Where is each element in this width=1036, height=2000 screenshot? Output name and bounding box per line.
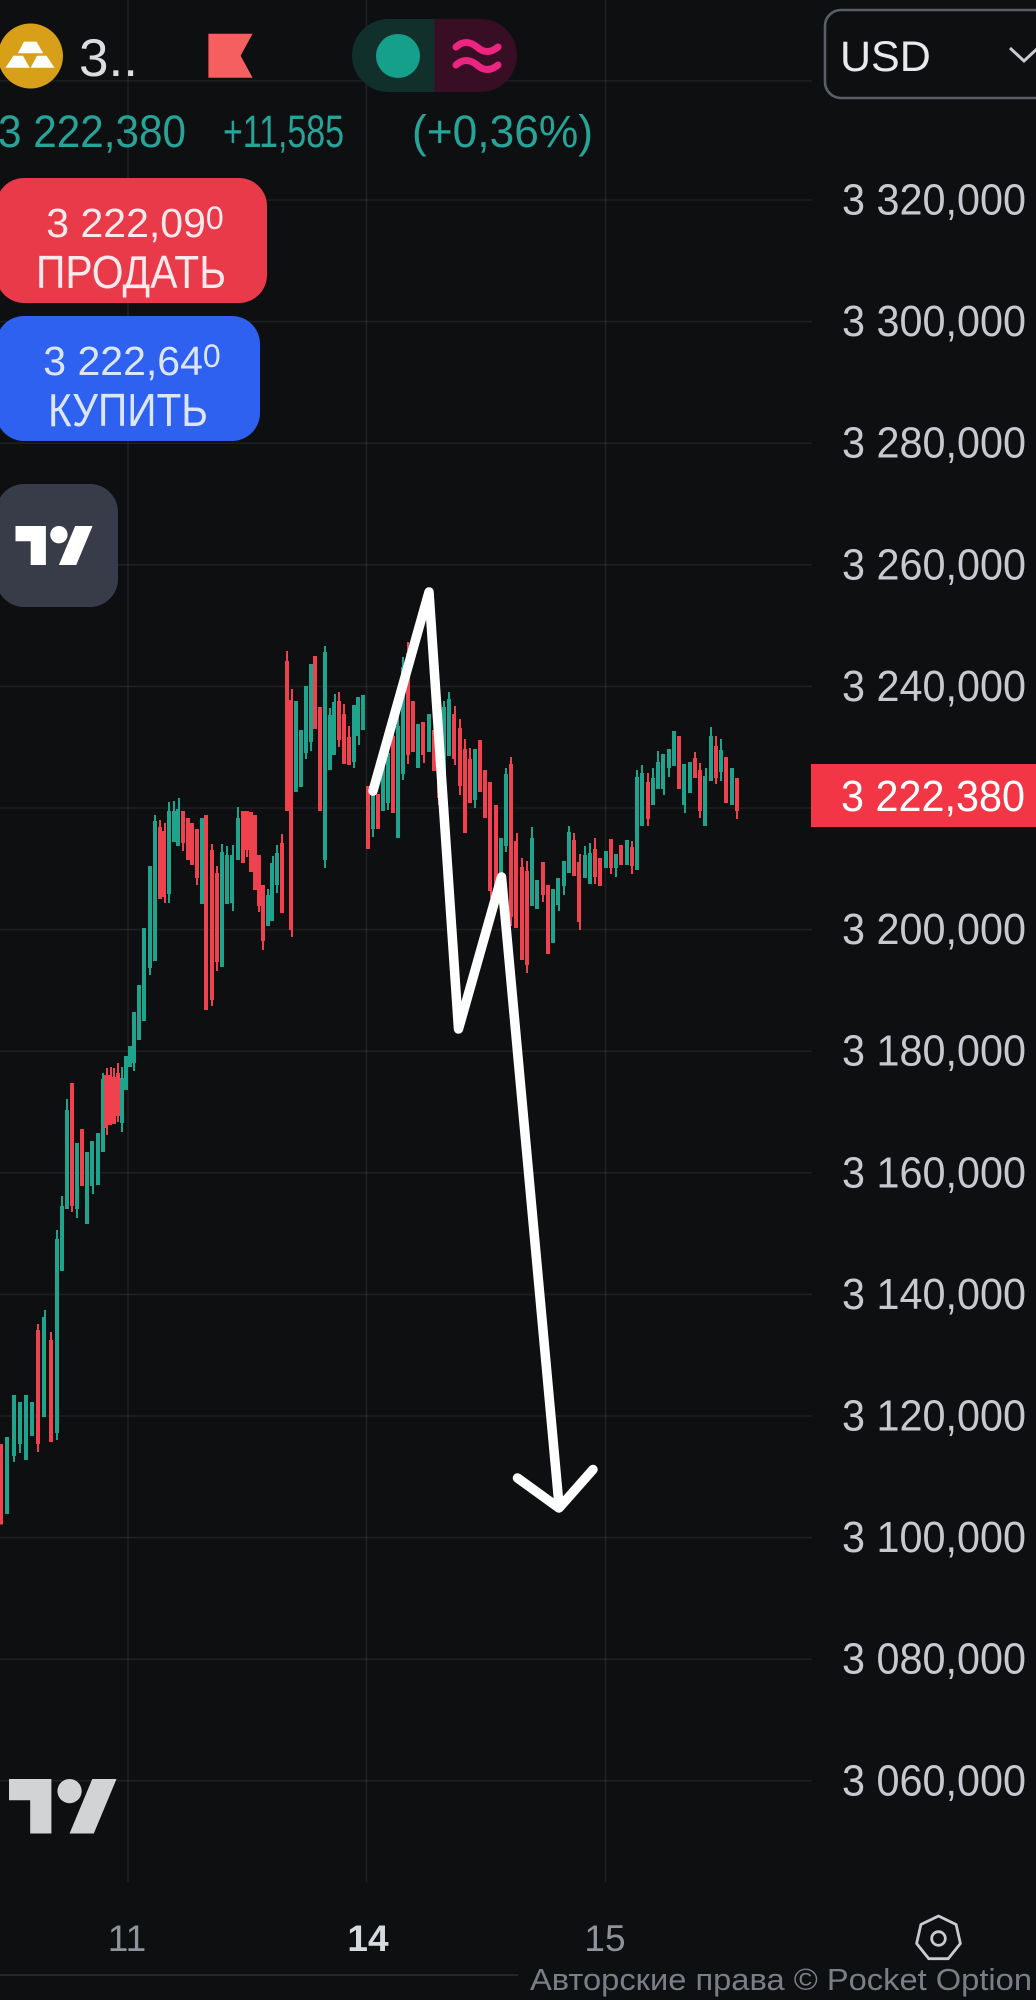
svg-text:3 100,000: 3 100,000 <box>842 1513 1026 1562</box>
svg-text:3 222,090: 3 222,090 <box>46 200 223 246</box>
svg-text:3 120,000: 3 120,000 <box>842 1392 1026 1441</box>
svg-text:3 320,000: 3 320,000 <box>842 176 1026 225</box>
svg-text:3 300,000: 3 300,000 <box>842 297 1026 346</box>
svg-text:3..: 3.. <box>79 29 138 88</box>
svg-text:3 222,380: 3 222,380 <box>0 106 186 157</box>
svg-text:3 080,000: 3 080,000 <box>842 1635 1026 1684</box>
svg-text:(+0,36%): (+0,36%) <box>412 106 593 157</box>
svg-text:3 180,000: 3 180,000 <box>842 1027 1026 1076</box>
svg-text:3 260,000: 3 260,000 <box>842 540 1026 589</box>
svg-text:3 222,380: 3 222,380 <box>841 772 1025 821</box>
svg-text:3 222,640: 3 222,640 <box>43 338 220 384</box>
svg-text:14: 14 <box>347 1918 389 1959</box>
svg-text:+11,585: +11,585 <box>223 106 344 157</box>
svg-text:3 280,000: 3 280,000 <box>842 419 1026 468</box>
svg-text:КУПИТЬ: КУПИТЬ <box>48 384 208 436</box>
svg-text:15: 15 <box>584 1918 625 1959</box>
svg-text:3 160,000: 3 160,000 <box>842 1148 1026 1197</box>
svg-text:ПРОДАТЬ: ПРОДАТЬ <box>36 246 226 298</box>
svg-text:3 060,000: 3 060,000 <box>842 1756 1026 1805</box>
svg-text:11: 11 <box>108 1918 146 1959</box>
svg-text:Авторские права © Pocket Optio: Авторские права © Pocket Option <box>530 1962 1032 1997</box>
svg-text:3 200,000: 3 200,000 <box>842 905 1026 954</box>
svg-text:USD: USD <box>840 33 931 81</box>
svg-text:3 240,000: 3 240,000 <box>842 662 1026 711</box>
svg-text:3 140,000: 3 140,000 <box>842 1270 1026 1319</box>
